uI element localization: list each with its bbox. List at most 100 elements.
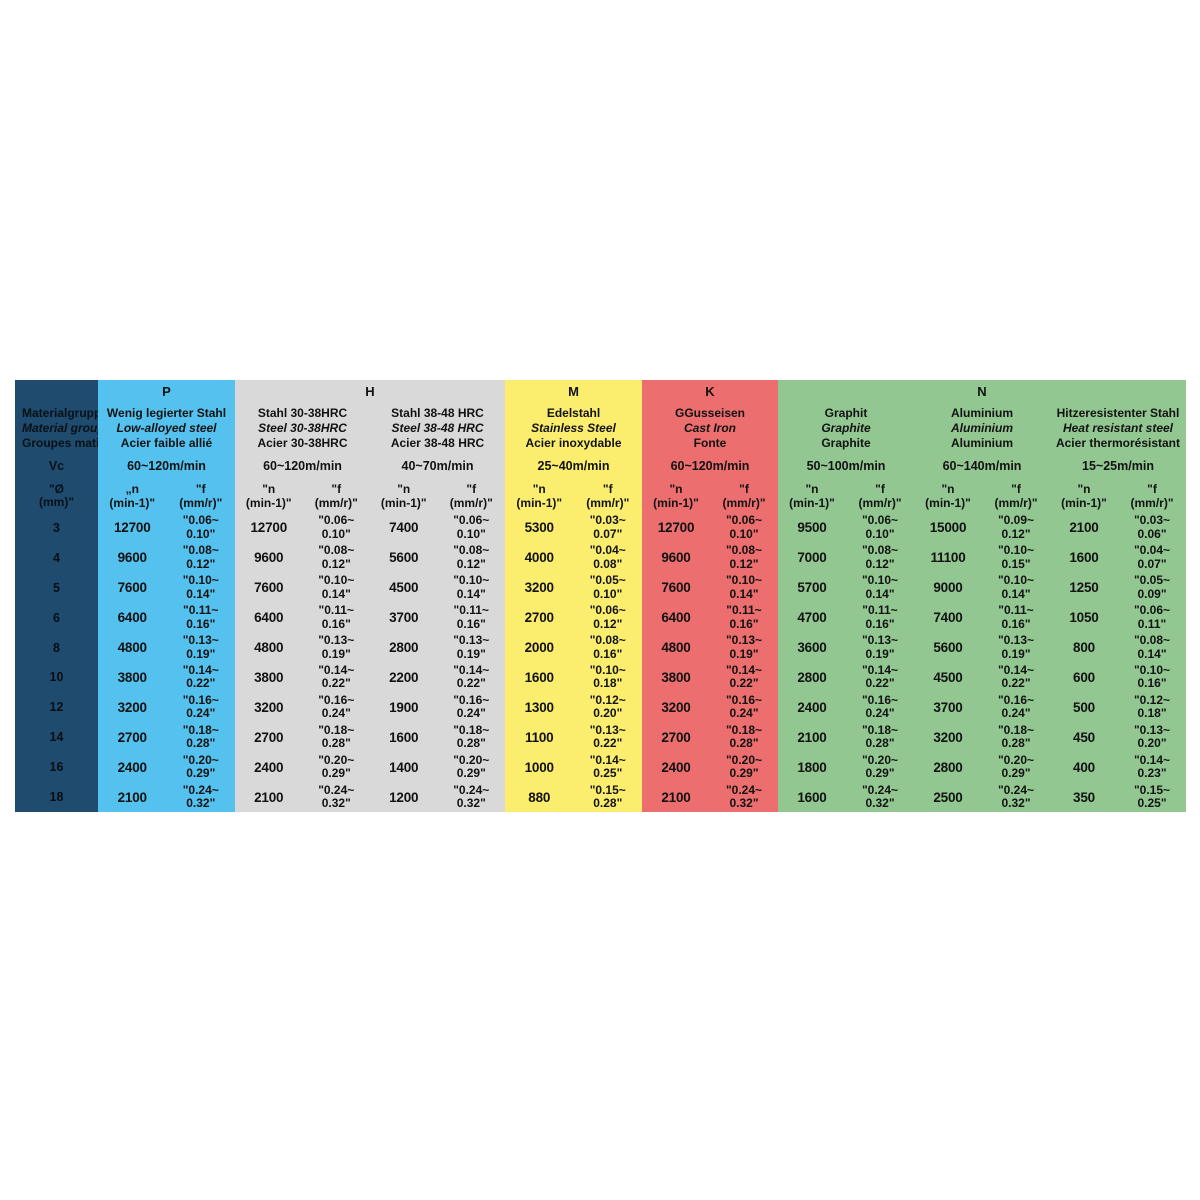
- feed-range-value: "0.08~ 0.12": [303, 544, 371, 571]
- data-row: 15000 "0.09~ 0.12": [914, 513, 1050, 543]
- feed-range-line1: "0.14~: [1133, 752, 1171, 767]
- feed-range-value: "0.24~ 0.32": [167, 783, 236, 811]
- feed-range-line1: "0.16~: [318, 692, 355, 707]
- feed-range-line1: "0.13~: [589, 722, 626, 737]
- n-header: "n (min-1)": [914, 479, 982, 513]
- n-header: "n (min-1)": [1050, 479, 1118, 513]
- material-name-de: Edelstahl: [546, 405, 601, 420]
- spindle-speed-value: 5300: [524, 520, 554, 536]
- feed-range-line2: 0.12": [593, 616, 623, 631]
- feed-range-value: "0.16~ 0.24": [846, 693, 914, 721]
- feed-range-value: "0.14~ 0.23": [1118, 752, 1186, 781]
- material-name-en: Steel 38-48 HRC: [391, 420, 484, 435]
- data-row: 1600 "0.04~ 0.07": [1050, 543, 1186, 573]
- data-row: 1400 "0.20~ 0.29": [370, 752, 505, 782]
- feed-range-value: "0.11~ 0.16": [982, 604, 1050, 631]
- feed-range-line1: "0.04~: [589, 543, 626, 558]
- feed-range-value: "0.14~ 0.22": [710, 663, 778, 691]
- feed-range-line1: "0.14~: [997, 662, 1035, 677]
- data-row: 7600 "0.10~ 0.14": [642, 573, 778, 603]
- feed-range-value: "0.24~ 0.32": [438, 783, 506, 811]
- feed-range-value: "0.10~ 0.14": [710, 574, 778, 601]
- feed-range-line1: "0.11~: [318, 603, 354, 618]
- feed-range-line2: 0.14": [729, 586, 759, 601]
- feed-range-line1: "0.24~: [318, 782, 355, 797]
- feed-range-line1: "0.08~: [725, 543, 763, 558]
- data-row: 2100 "0.24~ 0.32": [235, 782, 370, 812]
- feed-range-line1: "0.08~: [1133, 633, 1171, 648]
- group-h: H Stahl 30-38HRC Steel 30-38HRC Acier 30-38…: [235, 380, 505, 812]
- feed-range-line2: 0.14": [1137, 646, 1167, 661]
- material-name-en: Heat resistant steel: [1062, 420, 1174, 435]
- feed-range-line2: 0.28": [729, 736, 759, 751]
- n-header: "n (min-1)": [235, 479, 303, 513]
- spindle-speed-value: 2400: [117, 759, 147, 775]
- data-row: 7000 "0.08~ 0.12": [778, 543, 914, 573]
- spindle-speed-value: 3800: [661, 669, 691, 685]
- feed-range-value: "0.16~ 0.24": [982, 693, 1050, 721]
- material-column: Hitzeresistenter Stahl Heat resistant ste…: [1050, 403, 1186, 812]
- data-row: 5700 "0.10~ 0.14": [778, 573, 914, 603]
- feed-range-line1: "0.18~: [997, 722, 1035, 737]
- data-row: 3200 "0.16~ 0.24": [235, 692, 370, 722]
- data-row: 4800 "0.13~ 0.19": [235, 633, 370, 663]
- material-name: Aluminium Aluminium Aluminium: [914, 403, 1050, 453]
- spindle-speed-value: 1800: [797, 759, 827, 775]
- cutting-data-table: Materialgruppen Material groups Groupes …: [15, 380, 1186, 812]
- feed-range-value: "0.03~ 0.07": [574, 514, 643, 541]
- feed-range-line2: 0.16": [1001, 616, 1031, 631]
- data-row: 7400 "0.11~ 0.16": [914, 603, 1050, 633]
- spindle-speed-value: 3800: [117, 669, 147, 685]
- feed-range-line2: 0.12": [729, 556, 759, 571]
- data-row: 3700 "0.16~ 0.24": [914, 692, 1050, 722]
- nf-header: „n (min-1)" "f (mm/r)": [98, 479, 235, 513]
- feed-range-line2: 0.22": [186, 676, 216, 691]
- data-rows: 12700 "0.06~ 0.10" 9600 "0.08~ 0.12" 7600 "0.10…: [98, 513, 235, 812]
- f-header-line2: (mm/r)": [858, 495, 902, 510]
- data-row: 5300 "0.03~ 0.07": [505, 513, 642, 543]
- feed-range-line1: "0.10~: [453, 573, 490, 588]
- feed-range-line1: "0.05~: [589, 573, 626, 588]
- feed-range-line2: 0.07": [593, 526, 623, 541]
- feed-range-line1: "0.13~: [997, 633, 1035, 648]
- n-header-line2: (min-1)": [925, 495, 971, 510]
- spindle-speed-value: 2800: [933, 759, 963, 775]
- material-groups-label-en: Material groups: [22, 420, 112, 435]
- feed-range-line2: 0.22": [1001, 676, 1031, 691]
- feed-range-line2: 0.19": [456, 646, 486, 661]
- feed-range-value: "0.20~ 0.29": [167, 753, 236, 781]
- feed-range-line2: 0.23": [1137, 766, 1167, 781]
- spindle-speed-value: 7600: [254, 580, 284, 596]
- feed-range-line1: "0.15~: [589, 782, 626, 797]
- cutting-speed: 15~25m/min: [1082, 459, 1154, 473]
- feed-range-line1: "0.12~: [589, 692, 626, 707]
- feed-range-value: "0.16~ 0.24": [438, 693, 506, 721]
- feed-range-line1: "0.24~: [725, 782, 763, 797]
- feed-range-line2: 0.08": [593, 556, 623, 571]
- data-row: 2000 "0.08~ 0.16": [505, 633, 642, 663]
- n-header: „n (min-1)": [98, 479, 167, 513]
- spindle-speed-value: 2700: [524, 610, 554, 626]
- diameter-header-line2: (mm)": [38, 495, 75, 509]
- feed-range-line2: 0.24": [186, 706, 216, 721]
- spindle-speed-value: 1250: [1069, 580, 1099, 596]
- spindle-speed-value: 350: [1073, 789, 1095, 805]
- spindle-speed-value: 1200: [389, 789, 419, 805]
- feed-range-line2: 0.19": [729, 646, 759, 661]
- feed-range-value: "0.10~ 0.14": [846, 574, 914, 601]
- feed-range-line2: 0.32": [865, 796, 895, 811]
- data-rows: 12700 "0.06~ 0.10" 9600 "0.08~ 0.12" 7600 "0.10…: [235, 513, 370, 812]
- feed-range-value: "0.10~ 0.14": [982, 574, 1050, 601]
- spindle-speed-value: 3200: [254, 699, 284, 715]
- feed-range-value: "0.14~ 0.22": [303, 663, 371, 691]
- feed-range-line2: 0.28": [186, 736, 216, 751]
- feed-range-line1: "0.10~: [589, 662, 626, 677]
- feed-range-line2: 0.19": [865, 646, 895, 661]
- data-row: 350 "0.15~ 0.25": [1050, 782, 1186, 812]
- data-row: 1600 "0.10~ 0.18": [505, 663, 642, 693]
- feed-range-line1: "0.16~: [725, 692, 763, 707]
- spindle-speed-value: 1400: [389, 759, 419, 775]
- feed-range-line1: "0.10~: [318, 573, 355, 588]
- group-n: N Graphit Graphite Graphite 50~100m/min "n (mi…: [778, 380, 1186, 812]
- f-header: "f (mm/r)": [846, 479, 914, 513]
